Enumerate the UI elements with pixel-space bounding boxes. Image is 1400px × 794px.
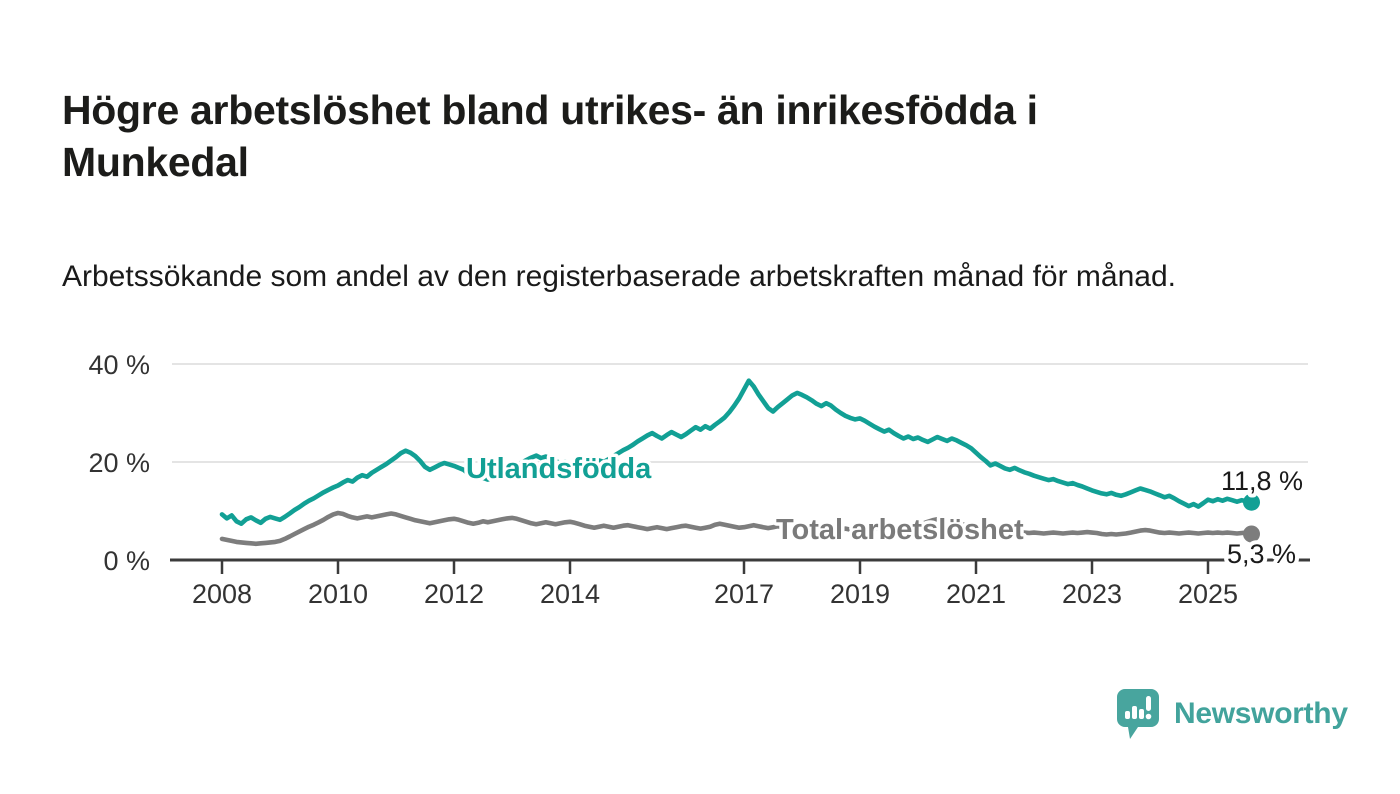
- x-tick-label: 2014: [540, 579, 600, 609]
- x-tick-label: 2008: [192, 579, 252, 609]
- speech-bubble-bar-chart-icon: [1117, 689, 1159, 739]
- value-label-total-arbetsloshet: 5,3 %: [1227, 539, 1296, 569]
- chart-labels: Utlandsfödda Total arbetslöshet 11,8 % 5…: [463, 450, 1308, 574]
- gridlines: 0 % 20 % 40 %: [88, 350, 1308, 576]
- y-tick-label: 40 %: [88, 350, 150, 380]
- x-tick-label: 2019: [830, 579, 890, 609]
- series-line: [219, 510, 1254, 547]
- x-tick-label: 2012: [424, 579, 484, 609]
- x-tick-label: 2025: [1178, 579, 1238, 609]
- series-label-utlandsfodda: Utlandsfödda: [466, 453, 652, 485]
- series-line: [219, 378, 1254, 527]
- y-tick-label: 20 %: [88, 448, 150, 478]
- x-tick-label: 2017: [714, 579, 774, 609]
- series-end-dot: [1243, 525, 1260, 543]
- x-axis: 2008 2010 2012 2014 2017 2019 2021 2023 2025: [170, 558, 1310, 609]
- x-tick-label: 2021: [946, 579, 1006, 609]
- x-tick-label: 2023: [1062, 579, 1122, 609]
- value-label-utlandsfodda: 11,8 %: [1221, 466, 1303, 496]
- chart-subtitle: Arbetssökande som andel av den registerb…: [62, 260, 1176, 293]
- series-label-total-arbetsloshet: Total arbetslöshet: [776, 514, 1024, 546]
- page-title: Högre arbetslöshet bland utrikes- än inr…: [62, 87, 1038, 186]
- series-end-dot: [1243, 493, 1260, 511]
- x-tick-label: 2010: [308, 579, 368, 609]
- brand-name: Newsworthy: [1174, 697, 1348, 730]
- y-tick-label: 0 %: [103, 546, 150, 576]
- series-lines: [219, 378, 1260, 547]
- newsworthy-brand: Newsworthy: [1116, 688, 1348, 740]
